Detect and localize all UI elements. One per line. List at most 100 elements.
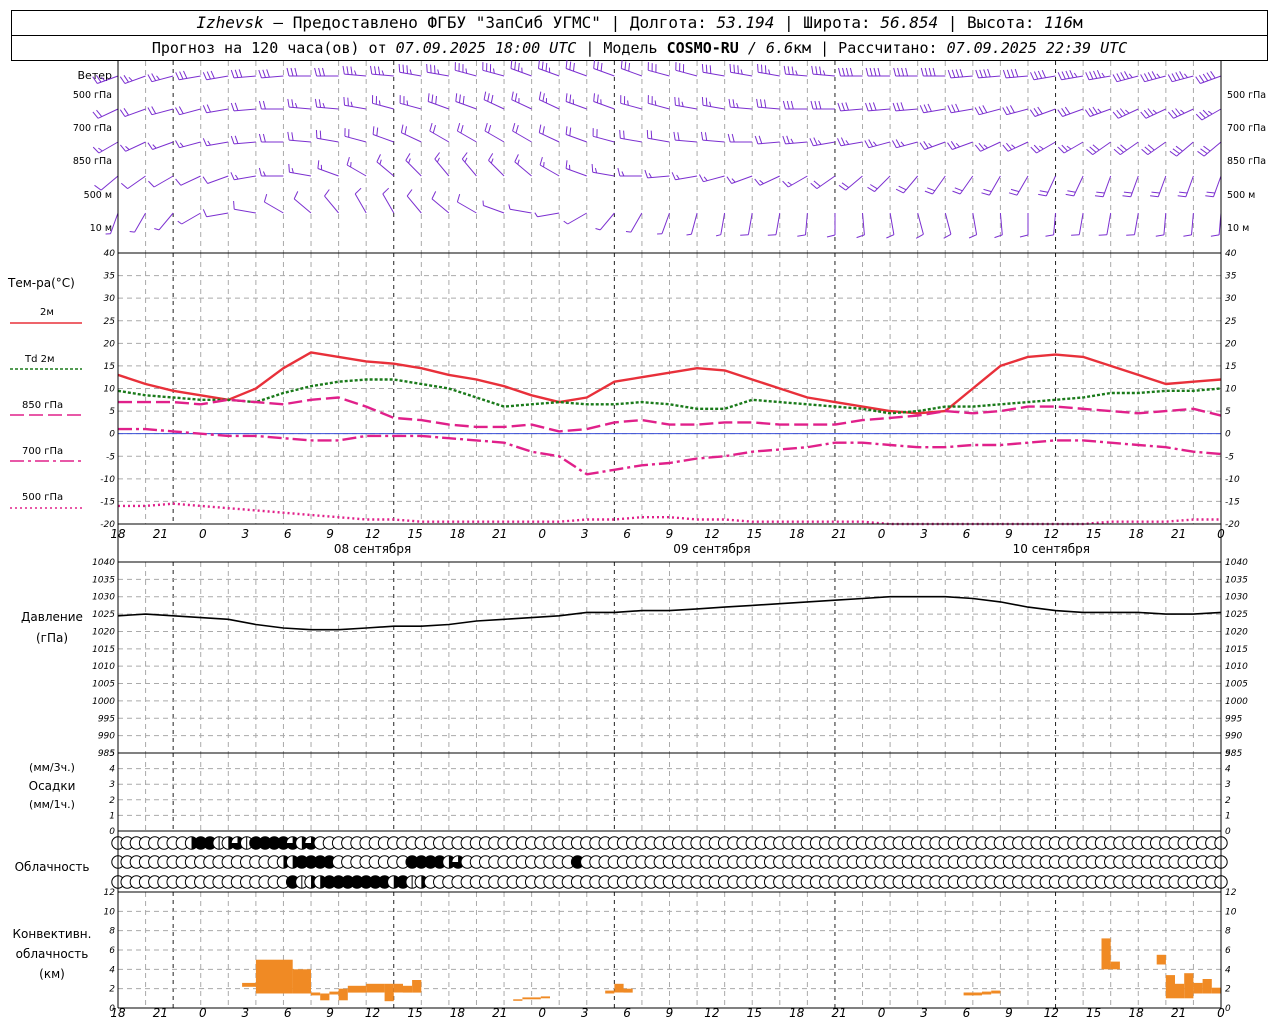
wind-barb-feather	[1065, 70, 1070, 79]
wind-barb-feather	[915, 233, 924, 239]
wind-barb-feather	[156, 75, 160, 80]
wind-barb	[782, 100, 808, 110]
hour-tick-label: 0	[199, 527, 207, 541]
legend-700-label: 700 гПа	[22, 446, 63, 457]
wind-barb-feather	[545, 62, 548, 72]
wind-barb	[1177, 175, 1194, 198]
wind-barb	[856, 212, 865, 239]
wind-barb-feather	[983, 188, 992, 193]
wind-barb-feather	[1033, 108, 1040, 116]
wind-barb-feather	[1175, 108, 1182, 116]
wind-barb-feather	[919, 142, 926, 150]
wind-barb	[1195, 71, 1222, 84]
wind-barb	[287, 131, 312, 143]
wind-barb-feather	[266, 69, 270, 78]
wind-barb-shaft	[317, 168, 339, 177]
wind-barb-shaft	[324, 195, 339, 214]
temp-title: Тем-ра(°C)	[7, 276, 75, 290]
wind-barb-feather	[1140, 111, 1147, 119]
hour-tick-label: 9	[666, 527, 674, 541]
wind-barb-shaft	[1092, 141, 1111, 156]
wind-barb-shaft	[125, 141, 146, 152]
wind-barb-feather	[837, 102, 842, 112]
wind-barb-feather	[1141, 148, 1149, 155]
wind-barb-feather	[815, 66, 818, 75]
wind-barb-feather	[594, 167, 598, 174]
wind-barb-feather	[409, 69, 412, 75]
wind-barb	[686, 212, 698, 236]
wind-barb	[617, 167, 642, 177]
convective-bar	[292, 969, 311, 994]
wind-barb-feather	[709, 65, 712, 74]
wind-barb-feather	[202, 209, 208, 218]
wind-barb	[729, 63, 753, 77]
wind-barb-feather	[826, 234, 836, 238]
hour-tick-label: 0	[1217, 1006, 1225, 1020]
cloud-fill	[350, 875, 364, 889]
wind-barb-feather	[646, 129, 649, 139]
temp-tick-left: -10	[100, 475, 115, 485]
cloud-symbol	[285, 875, 300, 889]
wind-barb-feather	[1124, 71, 1129, 79]
wind-barb-feather	[1065, 193, 1074, 197]
wind-barb-feather	[1200, 148, 1208, 155]
cloud-symbol	[267, 836, 281, 850]
wind-barb	[952, 175, 974, 195]
wind-barb-shaft	[457, 130, 477, 143]
precip-tick-left: 2	[109, 796, 115, 806]
wind-barb-feather	[565, 160, 568, 169]
wind-barb-feather	[1019, 234, 1029, 238]
wind-barb-shaft	[565, 101, 587, 110]
wind-barb-feather	[1147, 72, 1153, 80]
wind-barb-shaft	[1053, 212, 1056, 235]
wind-barb-feather	[379, 159, 382, 165]
wind-barb	[105, 212, 119, 235]
wind-level-label-left: 700 гПа	[73, 123, 112, 134]
hour-tick-label: 15	[747, 1006, 762, 1020]
wind-barb-feather	[426, 63, 428, 73]
wind-barb-feather	[286, 67, 290, 77]
wind-barb-feather	[573, 62, 575, 72]
wind-barb	[647, 62, 670, 77]
wind-barb-feather	[230, 135, 235, 145]
wind-barb-feather	[1041, 69, 1047, 79]
wind-barb-shaft	[620, 137, 642, 143]
wind-barb	[398, 63, 422, 77]
model-label: | Модель	[585, 39, 658, 57]
wind-barb-shaft	[952, 141, 973, 150]
wind-barb-feather	[1089, 71, 1094, 80]
cloud-fill	[314, 855, 327, 869]
wind-barb-feather	[1002, 107, 1008, 115]
cloud-symbol	[405, 855, 419, 869]
wind-barb-feather	[974, 144, 981, 152]
wind-barb-feather	[726, 176, 733, 184]
wind-barb-feather	[322, 67, 325, 77]
wind-barb-feather	[591, 163, 594, 173]
wind-barb-feather	[927, 103, 932, 112]
cloud-symbol	[451, 855, 465, 869]
wind-barb	[1195, 108, 1222, 121]
hour-tick-label: 3	[920, 1006, 928, 1020]
wind-barb-feather	[1092, 144, 1100, 151]
convective-tick-left: 0	[109, 1004, 115, 1014]
wind-barb-feather	[764, 99, 767, 108]
temp-tick-left: 40	[104, 249, 116, 259]
wind-barb-feather	[1184, 73, 1188, 78]
model-res-unit: км	[793, 39, 812, 57]
alt-value: 116	[1044, 13, 1074, 32]
wind-barb-shaft	[399, 102, 422, 110]
hour-tick-label: 0	[538, 527, 546, 541]
wind-barb	[258, 100, 284, 110]
temp-tick-right: 0	[1225, 430, 1231, 440]
wind-barb	[129, 212, 147, 233]
pressure-line	[117, 595, 1222, 631]
hour-tick-label: 21	[1171, 527, 1186, 541]
cloud-symbol	[249, 836, 263, 850]
wind-barb	[837, 137, 863, 147]
wind-barb	[591, 163, 615, 177]
wind-barb-feather	[818, 100, 822, 110]
wind-barb-shaft	[862, 212, 865, 235]
wind-barb-feather	[1203, 145, 1211, 152]
convective-tick-right: 8	[1225, 927, 1231, 937]
wind-barb-shaft	[759, 175, 781, 186]
